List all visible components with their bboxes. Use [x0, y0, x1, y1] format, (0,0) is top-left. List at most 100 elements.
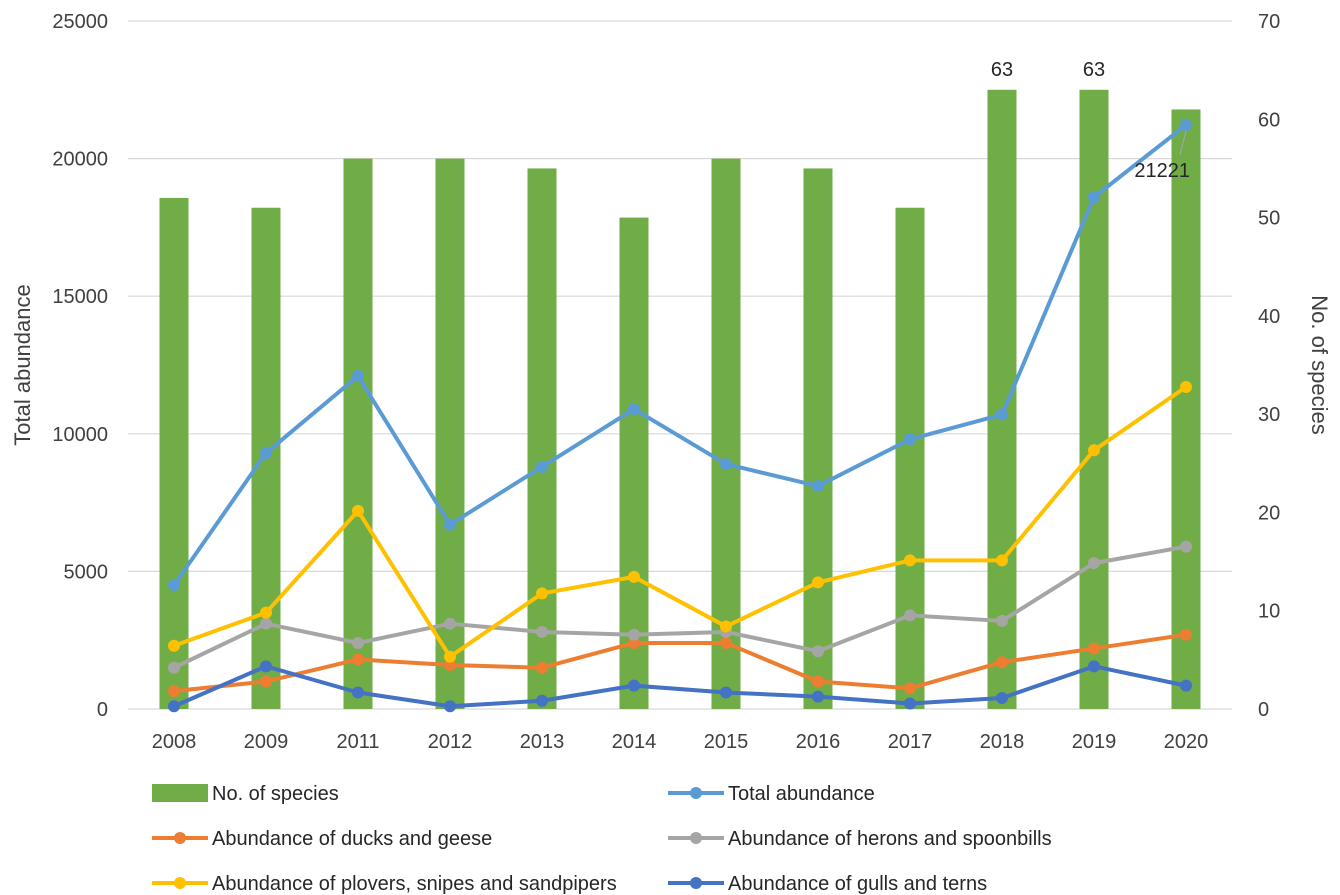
bar: [435, 158, 465, 710]
series-line: [173, 385, 1188, 659]
legend-marker: [174, 877, 186, 889]
right-tick-label: 70: [1258, 11, 1280, 33]
series-point: [1088, 191, 1100, 204]
series-point: [812, 645, 824, 658]
series-point: [720, 620, 732, 633]
line-data-label: 21221: [1134, 160, 1190, 182]
right-tick-label: 60: [1258, 109, 1280, 131]
series-point: [536, 694, 548, 707]
right-axis-ticks: 0 10 20 30 40 50 60 70: [1258, 11, 1280, 721]
series-point: [536, 587, 548, 600]
series-point: [352, 653, 364, 666]
series-point: [1180, 540, 1192, 553]
x-tick-label: 2009: [244, 731, 289, 753]
legend-marker: [690, 877, 702, 889]
bar: [159, 197, 189, 709]
right-tick-label: 50: [1258, 208, 1280, 230]
bar: [527, 168, 557, 709]
x-tick-label: 2015: [704, 731, 749, 753]
legend-swatch: [152, 784, 208, 802]
series-point: [168, 700, 180, 713]
series-point: [628, 636, 640, 649]
series-point: [1180, 381, 1192, 394]
series-point: [904, 554, 916, 567]
series-point: [812, 480, 824, 493]
legend-label: Abundance of plovers, snipes and sandpip…: [212, 873, 617, 895]
legend-marker: [690, 832, 702, 844]
x-tick-label: 2017: [888, 731, 933, 753]
series-point: [444, 650, 456, 663]
right-tick-label: 20: [1258, 502, 1280, 524]
series-point: [996, 656, 1008, 669]
series-point: [168, 661, 180, 674]
series-point: [812, 576, 824, 589]
series-point: [996, 614, 1008, 627]
bar: [803, 168, 833, 709]
series-point: [1180, 118, 1192, 131]
series-point: [904, 697, 916, 710]
x-tick-label: 2011: [336, 731, 379, 753]
series-point: [1088, 642, 1100, 655]
x-tick-label: 2013: [520, 731, 565, 753]
left-tick-label: 25000: [52, 11, 108, 33]
bar: [619, 217, 649, 710]
legend-label: Total abundance: [728, 783, 875, 805]
series-point: [444, 518, 456, 531]
right-tick-label: 30: [1258, 404, 1280, 426]
right-tick-label: 0: [1258, 699, 1269, 721]
bar: [711, 158, 741, 710]
series-point: [352, 504, 364, 517]
legend-marker: [690, 787, 702, 799]
series-point: [1088, 660, 1100, 673]
series-point: [1180, 679, 1192, 692]
series-point: [812, 675, 824, 688]
series-point: [904, 609, 916, 622]
right-axis-title: No. of species: [1307, 295, 1332, 434]
series-line: [173, 632, 1187, 694]
series-line: [173, 544, 1187, 670]
series-point: [996, 554, 1008, 567]
gridlines: [128, 20, 1232, 710]
series-point: [444, 658, 456, 671]
series-point: [996, 691, 1008, 704]
leader-line: [1179, 130, 1187, 156]
series-point: [628, 570, 640, 583]
series-point: [444, 700, 456, 713]
series-point: [260, 606, 272, 619]
series-point: [260, 675, 272, 688]
series-point: [720, 686, 732, 699]
left-axis-title: Total abundance: [10, 284, 35, 445]
bar: [1079, 89, 1109, 710]
left-tick-label: 0: [97, 699, 108, 721]
series-point: [260, 660, 272, 673]
series-point: [536, 460, 548, 473]
series-point: [812, 690, 824, 703]
x-tick-label: 2008: [152, 731, 197, 753]
bar: [987, 89, 1017, 710]
series-point: [168, 579, 180, 592]
series-point: [628, 403, 640, 416]
x-tick-label: 2020: [1164, 731, 1209, 753]
data-labels: 63 63 21221: [991, 59, 1190, 182]
legend-label: Abundance of herons and spoonbills: [728, 828, 1052, 850]
legend-label: Abundance of ducks and geese: [212, 828, 492, 850]
series-point: [628, 679, 640, 692]
series-line: [172, 123, 1188, 587]
series-point: [720, 636, 732, 649]
series-point: [352, 636, 364, 649]
series-point: [628, 628, 640, 641]
bar-data-label: 63: [1083, 59, 1105, 81]
line-series: [168, 118, 1192, 713]
right-tick-label: 10: [1258, 601, 1280, 623]
legend: No. of species Total abundance Abundance o…: [152, 783, 1052, 895]
series-point: [1088, 444, 1100, 457]
series-point: [168, 685, 180, 698]
legend-label: Abundance of gulls and terns: [728, 873, 987, 895]
series-point: [1180, 628, 1192, 641]
series-point: [536, 625, 548, 638]
series-point: [904, 433, 916, 446]
x-axis-ticks: 2008 2009 2011 2012 2013 2014 2015 2016 2017 2018…: [152, 731, 1209, 753]
series-point: [1088, 557, 1100, 570]
series-point: [352, 370, 364, 383]
left-tick-label: 10000: [52, 424, 108, 446]
